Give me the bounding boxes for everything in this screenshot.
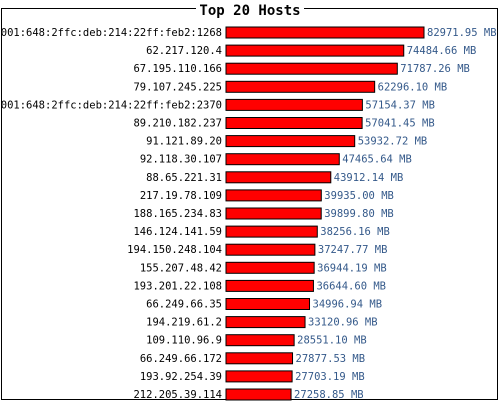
host-label: 188.165.234.83 [133, 208, 222, 220]
bar [225, 261, 315, 274]
value-label: 36944.19 MB [317, 262, 387, 274]
bar [225, 370, 293, 383]
host-label: 2001:648:2ffc:deb:214:22ff:feb2:2370 [0, 99, 222, 111]
host-label: 194.219.61.2 [146, 317, 222, 329]
bar [225, 26, 425, 39]
host-label: 2001:648:2ffc:deb:214:22ff:feb2:1268 [0, 27, 222, 39]
bar [225, 135, 356, 148]
bar [225, 352, 294, 365]
host-label: 193.92.254.39 [140, 371, 222, 383]
value-label: 28551.10 MB [297, 335, 367, 347]
value-label: 57041.45 MB [365, 118, 435, 130]
bar [225, 44, 405, 57]
host-label: 89.210.182.237 [133, 118, 222, 130]
host-label: 193.201.22.108 [133, 280, 222, 292]
host-label: 155.207.48.42 [140, 262, 222, 274]
value-label: 47465.64 MB [342, 154, 412, 166]
host-label: 217.19.78.109 [140, 190, 222, 202]
host-label: 194.150.248.104 [127, 244, 222, 256]
value-label: 62296.10 MB [378, 81, 448, 93]
host-label: 62.217.120.4 [146, 45, 222, 57]
host-label: 92.118.30.107 [140, 154, 222, 166]
host-label: 91.121.89.20 [146, 136, 222, 148]
bar [225, 388, 292, 401]
bar [225, 62, 398, 75]
bar [225, 316, 306, 329]
value-label: 33120.96 MB [308, 317, 378, 329]
value-label: 71787.26 MB [400, 63, 470, 75]
bar [225, 334, 295, 347]
value-label: 27258.85 MB [294, 389, 364, 401]
host-label: 109.110.96.9 [146, 335, 222, 347]
value-label: 27703.19 MB [295, 371, 365, 383]
bar [225, 171, 332, 184]
value-label: 38256.16 MB [320, 226, 390, 238]
value-label: 53932.72 MB [358, 136, 428, 148]
value-label: 43912.14 MB [334, 172, 404, 184]
bar [225, 189, 322, 202]
host-label: 88.65.221.31 [146, 172, 222, 184]
bar [225, 243, 316, 256]
value-label: 34996.94 MB [313, 299, 383, 311]
value-label: 74484.66 MB [407, 45, 477, 57]
bar [225, 117, 363, 129]
bar [225, 80, 376, 93]
bar [225, 279, 314, 292]
value-label: 37247.77 MB [318, 244, 388, 256]
host-label: 66.249.66.172 [140, 353, 222, 365]
host-label: 212.205.39.114 [133, 389, 222, 401]
host-label: 146.124.141.59 [133, 226, 222, 238]
bar [225, 225, 318, 238]
bar [225, 153, 340, 166]
bar [225, 207, 322, 220]
value-label: 39899.80 MB [324, 208, 394, 220]
value-label: 57154.37 MB [365, 99, 435, 111]
value-label: 82971.95 MB [427, 27, 497, 39]
value-label: 36644.60 MB [316, 280, 386, 292]
bar [225, 98, 363, 111]
value-label: 27877.53 MB [296, 353, 366, 365]
value-label: 39935.00 MB [324, 190, 394, 202]
host-label: 67.195.110.166 [133, 63, 222, 75]
host-label: 66.249.66.35 [146, 299, 222, 311]
host-label: 79.107.245.225 [133, 81, 222, 93]
bar [225, 298, 311, 310]
